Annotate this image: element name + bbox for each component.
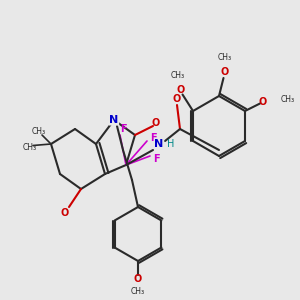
Text: O: O [177,85,185,95]
Text: F: F [153,154,159,164]
Text: CH₃: CH₃ [171,70,185,80]
Text: F: F [120,124,126,134]
Text: CH₃: CH₃ [218,52,232,62]
Text: CH₃: CH₃ [23,142,37,152]
Text: H: H [167,139,175,149]
Text: F: F [150,133,156,143]
Text: O: O [60,208,69,218]
Text: CH₃: CH₃ [131,286,145,296]
Text: CH₃: CH₃ [281,94,295,103]
Text: CH₃: CH₃ [32,128,46,136]
Text: O: O [221,67,229,77]
Text: N: N [154,139,164,149]
Text: O: O [152,118,160,128]
Text: O: O [173,94,181,104]
Text: N: N [110,115,118,125]
Text: O: O [259,97,267,107]
Text: O: O [134,274,142,284]
